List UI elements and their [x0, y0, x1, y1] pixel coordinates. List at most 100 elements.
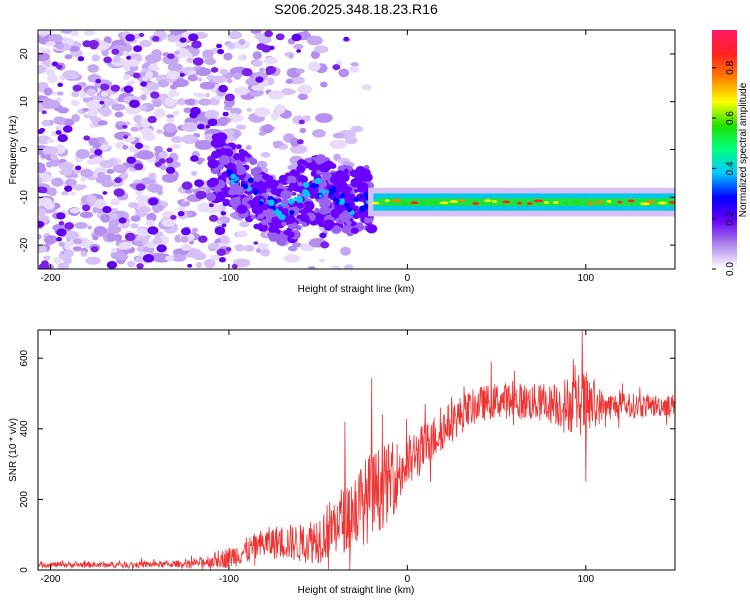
spectrogram-ridge-cloud — [222, 148, 234, 158]
snr-xtick-label: 0 — [405, 574, 411, 585]
spectrogram-speckle — [92, 207, 99, 214]
spectrogram-blob — [170, 214, 177, 220]
spectrogram-tone-peak — [449, 200, 459, 203]
spectrogram-speckle — [187, 74, 198, 82]
spectrogram-speckle — [318, 258, 326, 263]
spectrogram-ridge-cloud — [353, 188, 359, 193]
spectrogram-speckle — [228, 30, 243, 40]
spectrogram-blob — [225, 247, 232, 252]
spectrogram-blob — [194, 179, 205, 187]
spectrogram-blob — [56, 64, 63, 70]
colorbar-label: Normalized spectral amplitude — [738, 82, 749, 217]
spectrogram-ridge-cloud — [285, 175, 297, 185]
spectrogram-speckle — [289, 76, 305, 85]
spectrogram-speckle — [148, 172, 157, 180]
spectrogram-xtick-label: -100 — [219, 273, 239, 284]
spectrogram-ridge-cloud — [229, 185, 240, 195]
spectrogram-speckle — [140, 127, 154, 136]
spectrogram-ridge-cloud — [267, 231, 275, 239]
spectrogram-speckle — [73, 238, 83, 245]
spectrogram-speckle — [86, 158, 97, 165]
spectrogram-ridge-cloud — [322, 219, 335, 230]
spectrogram-speckle — [115, 120, 125, 126]
snr-panel: -200 -100 0 100 0 200 400 600 Height of straigh… — [8, 329, 676, 596]
spectrogram-speckle — [176, 98, 187, 106]
spectrogram-blob — [41, 110, 47, 115]
spectrogram-ridge-peak — [252, 188, 259, 195]
spectrogram-speckle — [125, 59, 140, 67]
spectrogram-speckle — [51, 91, 58, 96]
spectrogram-speckle — [38, 52, 51, 62]
spectrogram-blob — [189, 111, 198, 119]
spectrogram-blob — [167, 53, 175, 60]
spectrogram-speckle — [219, 235, 230, 244]
spectrogram-ylabel: Frequency (Hz) — [8, 116, 19, 185]
snr-xtick-label: -200 — [40, 574, 60, 585]
spectrogram-blob — [111, 48, 120, 55]
spectrogram-speckle — [45, 68, 56, 76]
spectrogram-ridge-cloud — [297, 175, 306, 182]
spectrogram-blob — [123, 85, 134, 94]
spectrogram-speckle — [320, 81, 328, 88]
spectrogram-blob — [221, 223, 227, 228]
spectrogram-blob — [55, 130, 62, 135]
spectrogram-speckle — [71, 114, 80, 123]
spectrogram-speckle — [45, 41, 56, 47]
spectrogram-blob — [134, 163, 144, 171]
spectrogram-speckle — [87, 64, 100, 73]
spectrogram-speckle — [172, 78, 189, 88]
spectrogram-speckle — [41, 99, 61, 109]
spectrogram-speckle — [46, 138, 55, 144]
spectrogram-speckle — [118, 241, 133, 250]
spectrogram-speckle — [69, 30, 79, 37]
spectrogram-ridge-cloud — [207, 159, 219, 169]
spectrogram-ridge-peak — [242, 183, 249, 190]
spectrogram-ridge-cloud — [222, 201, 229, 207]
spectrogram-speckle — [287, 164, 299, 171]
spectrogram-ridge-cloud — [211, 150, 221, 159]
spectrogram-speckle — [255, 247, 262, 253]
spectrogram-speckle — [146, 212, 157, 222]
spectrogram-speckle — [122, 144, 129, 150]
spectrogram-blob — [81, 204, 91, 212]
spectrogram-ridge-peak — [359, 195, 364, 199]
spectrogram-speckle — [270, 112, 280, 121]
spectrogram-speckle — [145, 219, 155, 227]
spectrogram-speckle — [43, 255, 51, 261]
spectrogram-blob — [265, 65, 277, 75]
spectrogram-blob — [220, 211, 227, 216]
spectrogram-speckle — [38, 177, 43, 185]
spectrogram-blob — [319, 232, 327, 239]
spectrogram-ridge-cloud — [229, 197, 241, 207]
spectrogram-speckle — [259, 67, 265, 73]
spectrogram-speckle — [158, 151, 168, 159]
spectrogram-speckle — [252, 51, 262, 60]
spectrogram-tone-peak — [526, 202, 533, 205]
spectrogram-speckle — [204, 109, 220, 120]
spectrogram-ridge-peak — [332, 196, 338, 202]
spectrogram-ridge-cloud — [350, 220, 357, 227]
spectrogram-speckle — [161, 218, 177, 227]
spectrogram-blob — [83, 135, 91, 141]
spectrogram-xtick-label: 100 — [577, 273, 594, 284]
spectrogram-blob — [210, 67, 219, 73]
spectrogram-ridge-cloud — [236, 144, 242, 149]
spectrogram-ridge-cloud — [268, 225, 278, 233]
spectrogram-speckle — [210, 254, 220, 261]
spectrogram-speckle — [106, 232, 117, 242]
colorbar-tick-label: 0.4 — [725, 161, 736, 175]
spectrogram-marks — [38, 30, 675, 269]
spectrogram-speckle — [115, 142, 124, 149]
spectrogram-speckle — [162, 55, 179, 65]
spectrogram-speckle — [139, 40, 152, 48]
spectrogram-speckle — [85, 256, 101, 265]
spectrogram-blob — [147, 115, 157, 124]
spectrogram-speckle — [246, 107, 252, 113]
spectrogram-speckle — [146, 183, 163, 193]
spectrogram-speckle — [80, 250, 88, 257]
spectrogram-speckle — [42, 145, 58, 155]
spectrogram-blob — [217, 48, 225, 55]
spectrogram-speckle — [144, 53, 162, 63]
spectrogram-blob — [255, 76, 264, 83]
